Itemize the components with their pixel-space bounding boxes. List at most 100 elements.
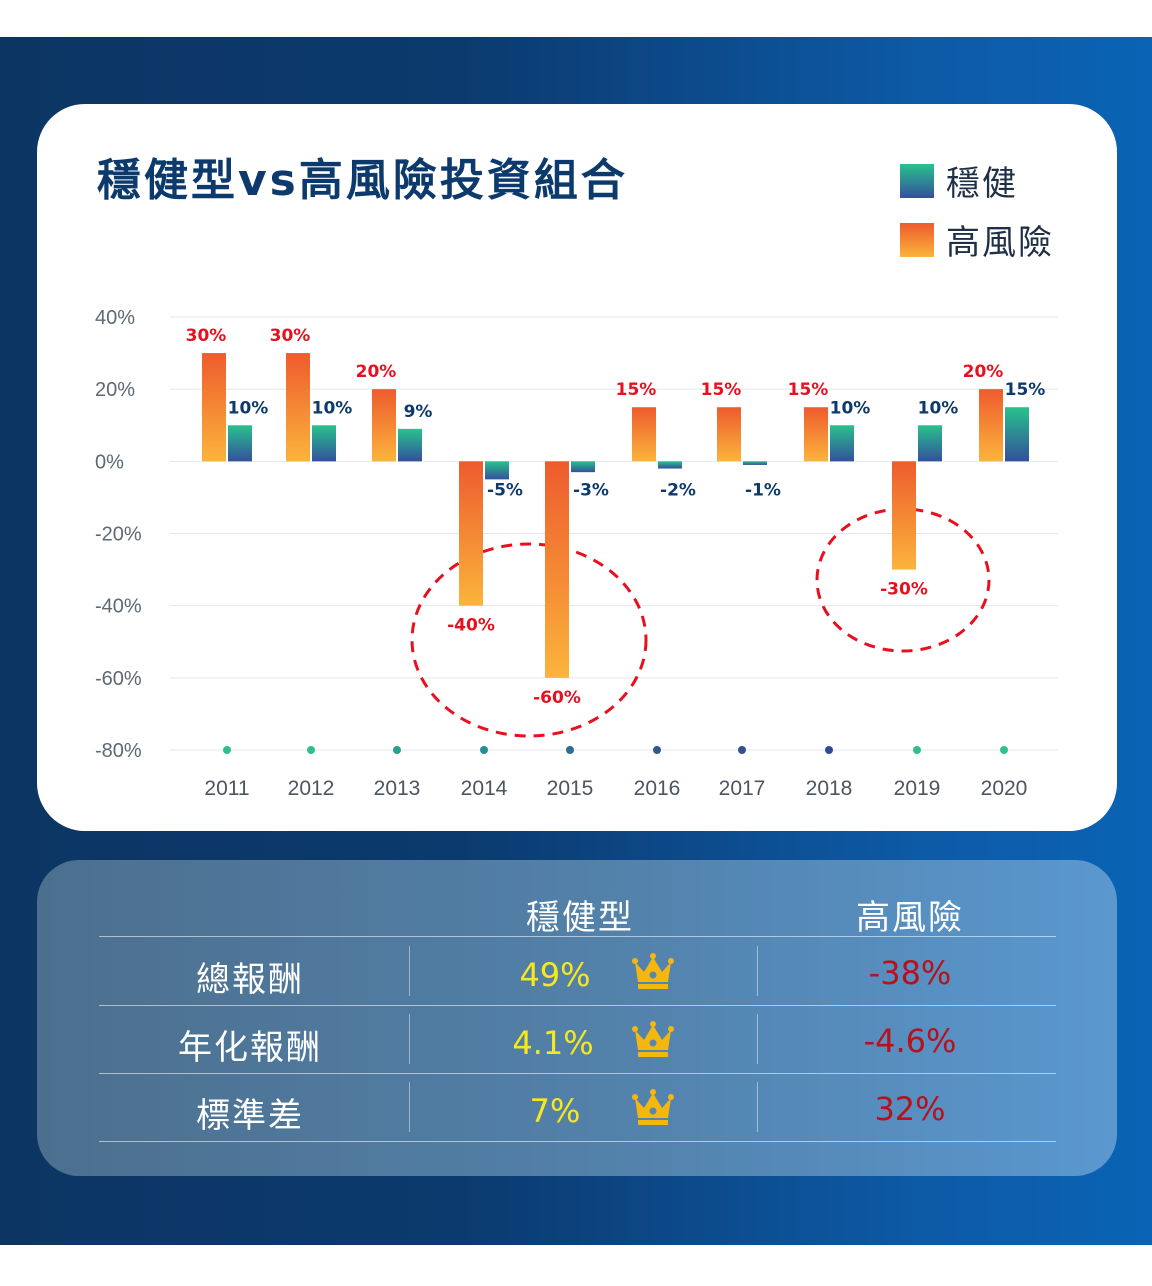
row-label-total-return: 總報酬 <box>196 960 304 1000</box>
axis-marker-dot <box>480 746 488 754</box>
axis-marker-dot <box>825 746 833 754</box>
crown-icon <box>632 1089 674 1125</box>
axis-marker-dot <box>738 746 746 754</box>
y-tick-label: 0% <box>95 451 124 473</box>
axis-marker-dot <box>1000 746 1008 754</box>
x-tick-label: 2017 <box>719 777 766 800</box>
axis-marker-dot <box>307 746 315 754</box>
table-column-divider <box>757 1014 758 1064</box>
legend-swatch-stable <box>900 163 934 198</box>
bar-stable <box>485 461 509 480</box>
data-label-risk: -40% <box>447 616 495 636</box>
legend-item-stable: 穩健 <box>900 156 1018 205</box>
y-tick-label: -60% <box>95 668 142 690</box>
value-risk-total-return: -38% <box>868 954 952 992</box>
x-tick-label: 2015 <box>547 777 594 800</box>
data-label-risk: -30% <box>880 580 928 600</box>
data-label-stable: -3% <box>573 480 609 500</box>
data-label-risk: 15% <box>701 380 742 400</box>
x-tick-label: 2011 <box>204 777 249 800</box>
table-column-divider <box>409 946 410 996</box>
table-divider <box>99 1141 1056 1142</box>
bar-risk <box>892 461 916 570</box>
bar-risk <box>632 407 656 462</box>
bar-stable <box>658 461 682 469</box>
legend-label-risk: 高風險 <box>946 223 1054 263</box>
data-label-risk: 20% <box>356 362 397 382</box>
data-label-stable: 9% <box>404 402 433 422</box>
data-label-stable: -2% <box>660 480 696 500</box>
axis-marker-dot <box>393 746 401 754</box>
data-label-risk: 30% <box>186 326 227 346</box>
data-label-risk: -60% <box>533 688 581 708</box>
data-label-stable: -1% <box>745 480 781 500</box>
y-tick-label: 40% <box>95 307 135 329</box>
crown-icon <box>632 1021 674 1057</box>
value-risk-annualized-return: -4.6% <box>863 1022 957 1060</box>
x-tick-label: 2013 <box>374 777 421 800</box>
legend-item-risk: 高風險 <box>900 215 1054 264</box>
legend-label-stable: 穩健 <box>946 164 1018 204</box>
x-tick-label: 2020 <box>981 777 1028 800</box>
bar-stable <box>228 425 252 462</box>
data-label-risk: 15% <box>788 380 829 400</box>
table-header-risk: 高風險 <box>856 898 964 938</box>
data-label-risk: 30% <box>270 326 311 346</box>
table-column-divider <box>757 1082 758 1132</box>
axis-marker-dot <box>566 746 574 754</box>
x-tick-label: 2019 <box>894 777 941 800</box>
row-label-std-dev: 標準差 <box>196 1096 304 1136</box>
x-tick-label: 2014 <box>461 777 508 800</box>
comparison-table <box>37 860 1117 1176</box>
x-tick-label: 2016 <box>634 777 681 800</box>
bar-risk <box>202 353 226 462</box>
data-label-stable: 10% <box>312 398 353 418</box>
bar-stable <box>743 461 767 465</box>
table-column-divider <box>409 1014 410 1064</box>
table-column-divider <box>757 946 758 996</box>
bar-risk <box>545 461 569 678</box>
data-label-stable: 15% <box>1005 380 1046 400</box>
bar-risk <box>717 407 741 462</box>
bar-risk <box>804 407 828 462</box>
data-label-risk: 20% <box>963 362 1004 382</box>
data-label-stable: -5% <box>487 480 523 500</box>
bar-risk <box>459 461 483 606</box>
x-tick-label: 2012 <box>288 777 335 800</box>
data-label-risk: 15% <box>616 380 657 400</box>
chart-title: 穩健型vs高風險投資組合 <box>97 155 628 206</box>
data-label-stable: 10% <box>918 398 959 418</box>
axis-marker-dot <box>223 746 231 754</box>
table-column-divider <box>409 1082 410 1132</box>
axis-marker-dot <box>653 746 661 754</box>
value-stable-annualized-return: 4.1% <box>512 1024 594 1062</box>
bar-chart: 40% 20% 0% -20% -40% -60% -80% 2011 2012 2013 2014… <box>95 307 1058 800</box>
bar-stable <box>398 428 422 462</box>
y-tick-label: 20% <box>95 379 135 401</box>
y-tick-label: -20% <box>95 524 142 546</box>
data-label-stable: 10% <box>830 398 871 418</box>
value-risk-std-dev: 32% <box>874 1090 946 1128</box>
bar-stable <box>571 461 595 473</box>
highlight-circle <box>410 542 648 738</box>
axis-marker-dot <box>913 746 921 754</box>
bar-stable <box>918 425 942 462</box>
bar-stable <box>312 425 336 462</box>
x-tick-label: 2018 <box>806 777 853 800</box>
bar-risk <box>372 389 396 462</box>
data-label-stable: 10% <box>228 398 269 418</box>
row-label-annualized-return: 年化報酬 <box>178 1028 322 1068</box>
bar-stable <box>830 425 854 462</box>
legend-swatch-risk <box>900 222 934 257</box>
table-header-stable: 穩健型 <box>526 898 634 938</box>
bar-risk <box>979 389 1003 462</box>
table-divider <box>99 936 1056 937</box>
crown-icon <box>632 953 674 989</box>
y-tick-label: -80% <box>95 740 142 762</box>
table-divider <box>99 1005 1056 1006</box>
table-divider <box>99 1073 1056 1074</box>
y-tick-label: -40% <box>95 596 142 618</box>
bar-risk <box>286 353 310 462</box>
value-stable-std-dev: 7% <box>529 1092 581 1130</box>
value-stable-total-return: 49% <box>519 956 591 994</box>
